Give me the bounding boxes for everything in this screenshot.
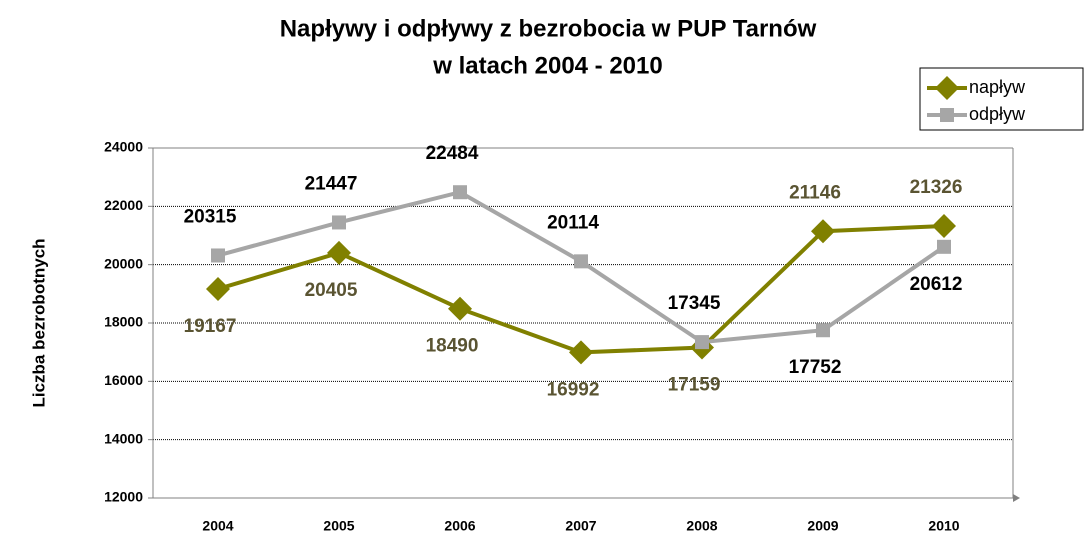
chart-subtitle: w latach 2004 - 2010 [432, 52, 662, 79]
x-tick-label: 2009 [807, 518, 838, 534]
x-axis-arrow [1013, 494, 1020, 502]
data-label: 21326 [910, 177, 963, 198]
data-label: 19167 [184, 316, 237, 337]
data-point [811, 219, 835, 244]
data-label: 20612 [910, 274, 963, 295]
x-tick-label: 2008 [686, 518, 717, 534]
y-tick-label: 18000 [104, 314, 143, 330]
data-label: 17345 [668, 293, 721, 314]
data-point [695, 335, 709, 350]
data-point [569, 340, 593, 365]
data-label: 22484 [426, 143, 479, 164]
data-label: 20315 [184, 206, 237, 227]
data-point [932, 213, 956, 238]
legend-marker [940, 108, 954, 122]
data-point [453, 185, 467, 200]
x-tick-label: 2006 [444, 518, 475, 534]
data-label: 18490 [426, 336, 479, 357]
data-point [211, 248, 225, 263]
data-label: 20114 [547, 212, 599, 233]
data-label: 17752 [789, 357, 842, 378]
y-tick-label: 24000 [104, 139, 143, 155]
data-point [206, 276, 230, 301]
x-tick-label: 2007 [565, 518, 596, 534]
y-tick-label: 14000 [104, 430, 143, 446]
y-axis-label: Liczba bezrobotnych [29, 238, 48, 407]
chart-title: Napływy i odpływy z bezrobocia w PUP Tar… [280, 15, 817, 42]
data-label: 17159 [668, 375, 721, 396]
data-label: 20405 [305, 280, 358, 301]
data-label: 21146 [789, 182, 841, 203]
data-point [574, 254, 588, 269]
data-point [937, 239, 951, 254]
data-label: 16992 [547, 379, 600, 400]
legend-marker [935, 76, 959, 100]
y-tick-label: 12000 [104, 489, 143, 505]
x-tick-label: 2004 [202, 518, 233, 534]
data-point [327, 240, 351, 265]
data-point [448, 296, 472, 321]
x-tick-label: 2005 [323, 518, 354, 534]
data-point [332, 215, 346, 230]
y-tick-label: 16000 [104, 372, 143, 388]
legend-label: napływ [969, 77, 1026, 97]
y-tick-label: 20000 [104, 255, 143, 271]
legend-label: odpływ [969, 104, 1026, 124]
x-tick-label: 2010 [928, 518, 959, 534]
y-tick-label: 22000 [104, 197, 143, 213]
data-label: 21447 [305, 173, 358, 194]
data-point [816, 323, 830, 338]
